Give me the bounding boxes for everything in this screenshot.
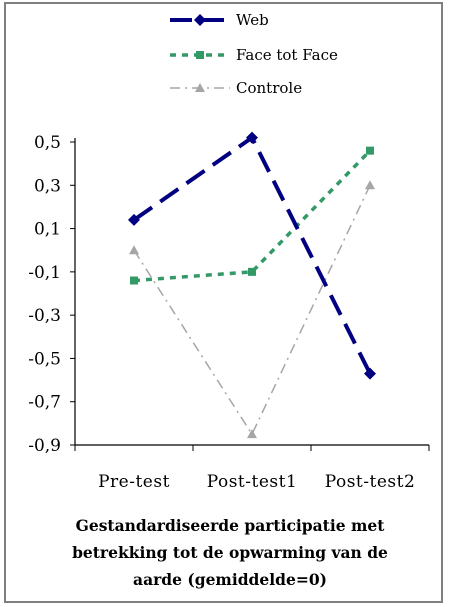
- data-point-2-2: [365, 180, 375, 190]
- legend-marker-2: [195, 83, 205, 92]
- series-line-2: [133, 184, 371, 435]
- data-point-1-1: [248, 267, 256, 276]
- y-tick-label-4: -0,3: [28, 306, 61, 326]
- data-point-0-1: [246, 131, 258, 144]
- chart-caption: Gestandardiseerde participatie met betre…: [40, 512, 420, 593]
- caption-line-1: Gestandardiseerde participatie met: [75, 516, 385, 535]
- series-group: [128, 131, 376, 439]
- legend-label-1: Face tot Face: [236, 46, 338, 64]
- y-tick-label-1: 0,3: [34, 176, 61, 196]
- data-point-1-2: [366, 146, 374, 155]
- legend-label-0: Web: [236, 11, 269, 29]
- y-tick-label-0: 0,5: [34, 133, 61, 153]
- y-tick-label-7: -0,9: [28, 436, 61, 456]
- y-tick-label-6: -0,7: [28, 393, 61, 413]
- y-tick-label-5: -0,5: [28, 349, 61, 369]
- y-tick-label-2: 0,1: [34, 220, 61, 240]
- caption-line-2: betrekking tot de opwarming van de: [72, 543, 388, 562]
- x-tick-label-0: Pre-test: [98, 472, 170, 492]
- legend-marker-0: [194, 14, 206, 26]
- chart-frame: [4, 2, 443, 603]
- legend-marker-1: [196, 51, 204, 59]
- series-line-1: [133, 149, 372, 283]
- data-point-2-0: [129, 245, 139, 255]
- legend-label-2: Controle: [236, 79, 302, 97]
- series-line-0: [132, 135, 372, 375]
- caption-line-3: aarde (gemiddelde=0): [133, 570, 327, 589]
- data-point-2-1: [247, 429, 257, 439]
- data-point-0-0: [128, 213, 140, 226]
- data-point-0-2: [364, 367, 376, 380]
- y-tick-label-3: -0,1: [28, 263, 61, 283]
- data-point-1-0: [130, 276, 138, 285]
- axes: 0,5 0,3 0,1 -0,1 -0,3 -0,5 -0,7 -0,9 Pre-test Pos…: [28, 133, 430, 492]
- x-tick-label-1: Post-test1: [207, 472, 298, 492]
- legend: Web Face tot Face Controle: [170, 11, 338, 97]
- x-tick-label-2: Post-test2: [325, 472, 416, 492]
